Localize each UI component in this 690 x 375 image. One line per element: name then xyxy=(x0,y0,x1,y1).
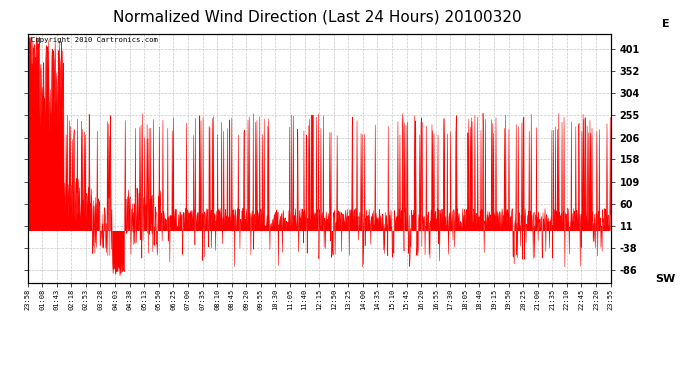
Text: E: E xyxy=(662,20,670,29)
Text: Copyright 2010 Cartronics.com: Copyright 2010 Cartronics.com xyxy=(30,38,157,44)
Text: SW: SW xyxy=(656,274,676,284)
Text: Normalized Wind Direction (Last 24 Hours) 20100320: Normalized Wind Direction (Last 24 Hours… xyxy=(113,9,522,24)
